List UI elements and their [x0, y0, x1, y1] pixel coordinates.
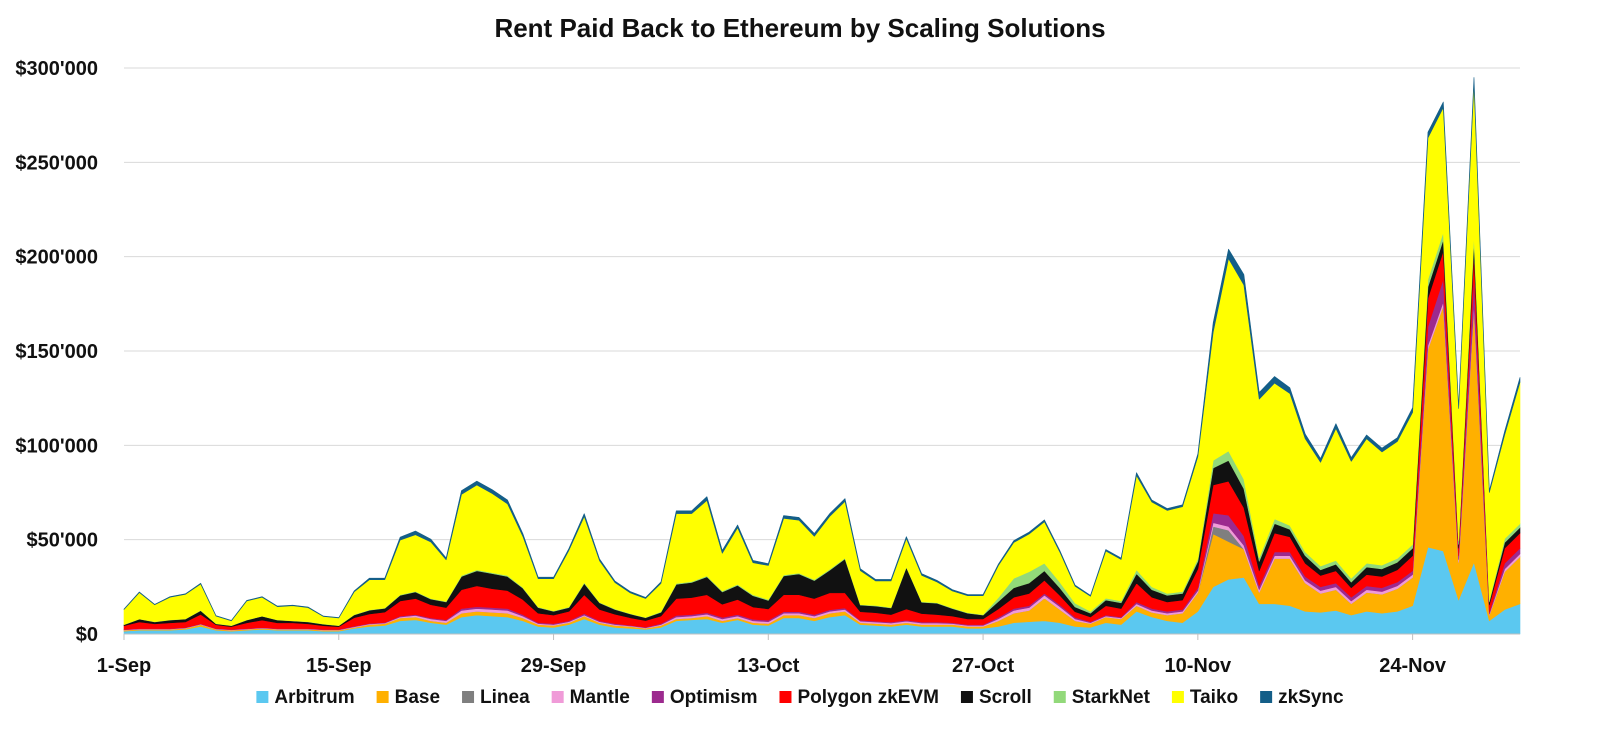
x-tick-label: 27-Oct [952, 655, 1015, 677]
y-tick-label: $0 [76, 624, 98, 646]
legend-item-optimism: Optimism [651, 687, 758, 708]
legend-swatch [651, 691, 664, 703]
legend-label: zkSync [1278, 687, 1344, 708]
legend-label: Optimism [670, 687, 758, 708]
legend-label: Mantle [570, 687, 630, 708]
legend-label: StarkNet [1072, 687, 1151, 708]
axes: 1-Sep 15-Sep 29-Sep 13-Oct 27-Oct 10-Nov 24-No… [97, 633, 1520, 677]
legend-swatch [256, 691, 269, 703]
area-series-taiko [123, 82, 1521, 626]
x-tick-label: 1-Sep [97, 655, 151, 677]
legend-swatch [551, 691, 564, 703]
legend-swatch [462, 691, 475, 703]
x-tick-label: 10-Nov [1164, 655, 1232, 677]
legend-label: Scroll [979, 687, 1032, 708]
y-tick-label: $250'000 [15, 152, 98, 174]
legend-swatch [1053, 691, 1066, 703]
area-series-group [123, 77, 1521, 635]
y-tick-label: $150'000 [15, 341, 98, 363]
legend-item-polygon-zkevm: Polygon zkEVM [779, 687, 939, 708]
legend-item-zksync: zkSync [1260, 687, 1344, 708]
legend-label: Polygon zkEVM [797, 687, 938, 708]
legend-swatch [376, 691, 389, 703]
legend-swatch [1260, 691, 1273, 703]
area-series-zksync [123, 77, 1521, 622]
x-tick-label: 24-Nov [1379, 655, 1447, 677]
legend-item-base: Base [376, 687, 440, 708]
y-tick-label: $100'000 [15, 435, 98, 457]
legend-item-scroll: Scroll [960, 687, 1032, 708]
x-tick-label: 29-Sep [521, 655, 587, 677]
legend: Arbitrum Base Linea Mantle Optimism Polygon z… [256, 687, 1344, 708]
legend-label: Taiko [1190, 687, 1238, 708]
legend-swatch [1171, 691, 1184, 703]
legend-item-starknet: StarkNet [1053, 687, 1151, 708]
legend-label: Arbitrum [274, 687, 354, 708]
legend-item-mantle: Mantle [551, 687, 630, 708]
legend-label: Linea [480, 687, 530, 708]
y-tick-label: $300'000 [15, 58, 98, 80]
y-tick-label: $200'000 [15, 247, 98, 269]
legend-label: Base [395, 687, 440, 708]
legend-item-linea: Linea [462, 687, 530, 708]
chart-title: Rent Paid Back to Ethereum by Scaling So… [494, 13, 1105, 43]
y-tick-label: $50'000 [27, 530, 99, 552]
legend-item-arbitrum: Arbitrum [256, 687, 355, 708]
legend-item-taiko: Taiko [1171, 687, 1238, 708]
x-tick-label: 15-Sep [306, 655, 372, 677]
legend-swatch [960, 691, 973, 703]
legend-swatch [779, 691, 792, 703]
x-tick-label: 13-Oct [737, 655, 800, 677]
